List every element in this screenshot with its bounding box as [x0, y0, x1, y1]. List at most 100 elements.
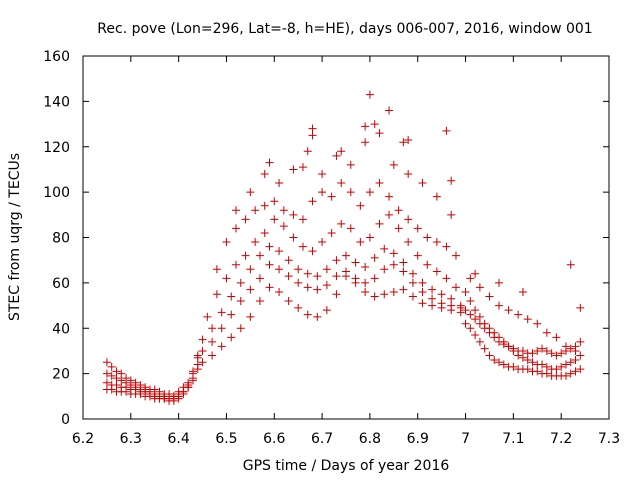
data-point: [385, 210, 394, 219]
y-tick-label: 40: [52, 321, 70, 337]
data-point: [408, 292, 417, 301]
data-point: [298, 215, 307, 224]
data-point: [160, 394, 169, 403]
data-point: [198, 335, 207, 344]
data-point: [112, 380, 121, 389]
data-point: [117, 369, 126, 378]
data-point: [346, 224, 355, 233]
data-point: [461, 306, 470, 315]
data-point: [404, 238, 413, 247]
data-point: [232, 206, 241, 215]
data-point: [255, 251, 264, 260]
data-point: [432, 238, 441, 247]
data-point: [518, 287, 527, 296]
data-point: [576, 365, 585, 374]
data-point: [432, 267, 441, 276]
x-tick-label: 6.5: [215, 431, 237, 447]
data-point: [303, 310, 312, 319]
data-point: [241, 215, 250, 224]
data-point: [423, 233, 432, 242]
data-point: [451, 283, 460, 292]
data-point: [533, 319, 542, 328]
x-tick-label: 6.9: [407, 431, 429, 447]
data-point: [451, 251, 460, 260]
data-point: [389, 287, 398, 296]
data-point: [260, 201, 269, 210]
data-points: [102, 90, 585, 405]
data-point: [227, 292, 236, 301]
data-point: [466, 324, 475, 333]
data-point: [122, 387, 131, 396]
data-point: [232, 224, 241, 233]
data-point: [437, 290, 446, 299]
data-point: [222, 238, 231, 247]
data-point: [198, 358, 207, 367]
data-point: [251, 206, 260, 215]
data-point: [413, 251, 422, 260]
data-point: [365, 233, 374, 242]
data-point: [423, 260, 432, 269]
data-point: [356, 201, 365, 210]
data-point: [514, 351, 523, 360]
data-point: [576, 351, 585, 360]
data-point: [251, 238, 260, 247]
data-point: [117, 376, 126, 385]
data-point: [308, 131, 317, 140]
data-point: [313, 312, 322, 321]
data-point: [246, 265, 255, 274]
data-point: [461, 287, 470, 296]
data-point: [495, 333, 504, 342]
data-point: [499, 360, 508, 369]
data-point: [404, 215, 413, 224]
data-point: [399, 267, 408, 276]
data-point: [437, 299, 446, 308]
data-point: [265, 283, 274, 292]
data-point: [447, 301, 456, 310]
data-point: [504, 342, 513, 351]
data-point: [332, 290, 341, 299]
data-point: [265, 260, 274, 269]
data-point: [399, 285, 408, 294]
data-point: [394, 224, 403, 233]
data-point: [404, 135, 413, 144]
data-point: [294, 303, 303, 312]
data-point: [284, 272, 293, 281]
data-point: [447, 176, 456, 185]
data-point: [313, 272, 322, 281]
data-point: [275, 179, 284, 188]
data-point: [284, 297, 293, 306]
data-point: [284, 256, 293, 265]
x-tick-label: 6.8: [359, 431, 381, 447]
data-point: [145, 392, 154, 401]
data-point: [255, 297, 264, 306]
data-point: [289, 165, 298, 174]
data-point: [294, 278, 303, 287]
data-point: [327, 192, 336, 201]
data-point: [337, 147, 346, 156]
data-point: [542, 346, 551, 355]
data-point: [380, 265, 389, 274]
data-point: [518, 346, 527, 355]
data-point: [485, 324, 494, 333]
data-point: [361, 287, 370, 296]
data-point: [193, 351, 202, 360]
data-point: [236, 278, 245, 287]
data-point: [389, 160, 398, 169]
data-point: [576, 303, 585, 312]
y-axis: 0 20 40 60 80 100 120 140 160: [43, 49, 609, 428]
data-point: [275, 287, 284, 296]
y-tick-label: 120: [43, 140, 70, 156]
data-point: [561, 360, 570, 369]
data-point: [566, 358, 575, 367]
data-point: [566, 369, 575, 378]
data-point: [303, 269, 312, 278]
data-point: [313, 285, 322, 294]
data-point: [217, 342, 226, 351]
data-point: [523, 365, 532, 374]
data-point: [552, 365, 561, 374]
data-point: [270, 215, 279, 224]
data-point: [495, 301, 504, 310]
data-point: [499, 337, 508, 346]
